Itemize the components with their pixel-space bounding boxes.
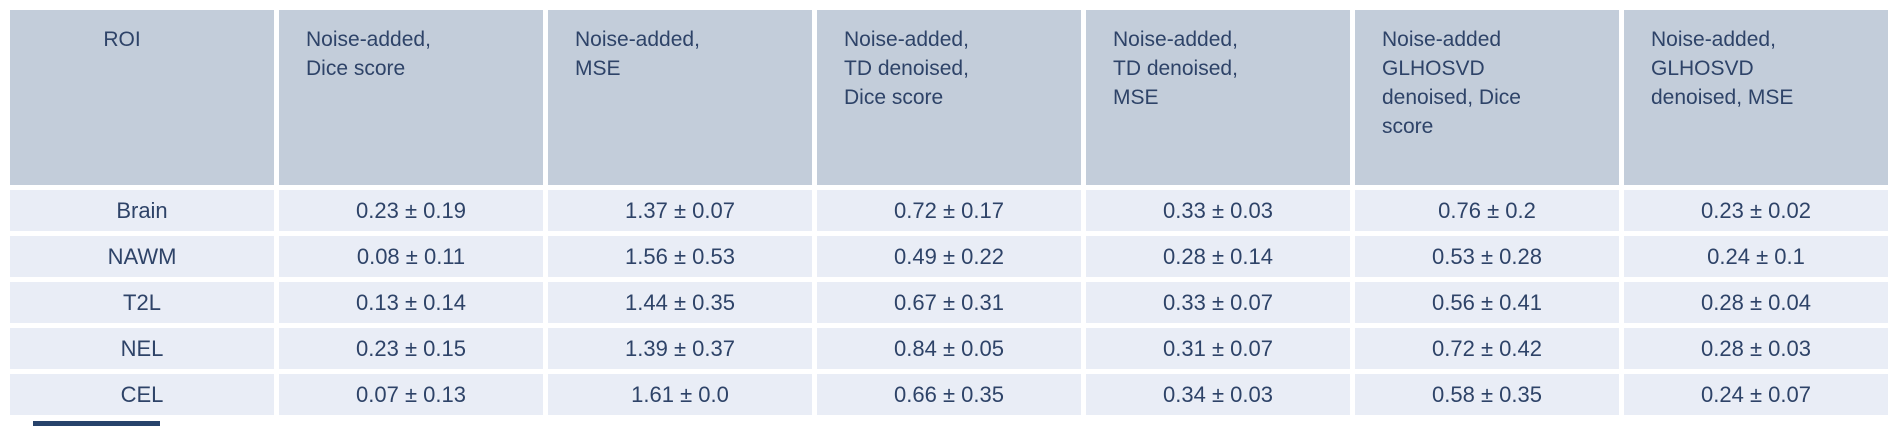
value-cell: 0.58 ± 0.35 — [1355, 374, 1619, 415]
value-cell: 0.49 ± 0.22 — [817, 236, 1081, 277]
value-cell: 1.39 ± 0.37 — [548, 328, 812, 369]
roi-cell: T2L — [10, 282, 274, 323]
column-header-td-denoised-mse: Noise-added, TD denoised, MSE — [1086, 10, 1350, 185]
column-header-noise-added-mse: Noise-added, MSE — [548, 10, 812, 185]
roi-cell: NAWM — [10, 236, 274, 277]
value-cell: 0.28 ± 0.14 — [1086, 236, 1350, 277]
value-cell: 1.61 ± 0.0 — [548, 374, 812, 415]
roi-cell: NEL — [10, 328, 274, 369]
value-cell: 0.84 ± 0.05 — [817, 328, 1081, 369]
value-cell: 0.66 ± 0.35 — [817, 374, 1081, 415]
value-cell: 0.28 ± 0.04 — [1624, 282, 1888, 323]
column-header-td-denoised-dice: Noise-added, TD denoised, Dice score — [817, 10, 1081, 185]
results-table: ROI Noise-added, Dice score Noise-added,… — [5, 5, 1893, 420]
value-cell: 0.56 ± 0.41 — [1355, 282, 1619, 323]
value-cell: 0.24 ± 0.1 — [1624, 236, 1888, 277]
column-header-glhosvd-denoised-dice: Noise-added GLHOSVD denoised, Dice score — [1355, 10, 1619, 185]
value-cell: 1.44 ± 0.35 — [548, 282, 812, 323]
value-cell: 0.72 ± 0.42 — [1355, 328, 1619, 369]
table-row: Brain 0.23 ± 0.19 1.37 ± 0.07 0.72 ± 0.1… — [10, 190, 1888, 231]
value-cell: 0.23 ± 0.15 — [279, 328, 543, 369]
header-row: ROI Noise-added, Dice score Noise-added,… — [10, 10, 1888, 185]
column-header-glhosvd-denoised-mse: Noise-added, GLHOSVD denoised, MSE — [1624, 10, 1888, 185]
results-table-body: Brain 0.23 ± 0.19 1.37 ± 0.07 0.72 ± 0.1… — [10, 190, 1888, 415]
value-cell: 0.34 ± 0.03 — [1086, 374, 1350, 415]
column-header-noise-added-dice: Noise-added, Dice score — [279, 10, 543, 185]
value-cell: 0.33 ± 0.07 — [1086, 282, 1350, 323]
value-cell: 1.37 ± 0.07 — [548, 190, 812, 231]
column-header-roi: ROI — [10, 10, 274, 185]
value-cell: 0.72 ± 0.17 — [817, 190, 1081, 231]
value-cell: 1.56 ± 0.53 — [548, 236, 812, 277]
table-row: CEL 0.07 ± 0.13 1.61 ± 0.0 0.66 ± 0.35 0… — [10, 374, 1888, 415]
table-row: NAWM 0.08 ± 0.11 1.56 ± 0.53 0.49 ± 0.22… — [10, 236, 1888, 277]
value-cell: 0.13 ± 0.14 — [279, 282, 543, 323]
results-table-header: ROI Noise-added, Dice score Noise-added,… — [10, 10, 1888, 185]
value-cell: 0.67 ± 0.31 — [817, 282, 1081, 323]
value-cell: 0.07 ± 0.13 — [279, 374, 543, 415]
table-row: NEL 0.23 ± 0.15 1.39 ± 0.37 0.84 ± 0.05 … — [10, 328, 1888, 369]
value-cell: 0.31 ± 0.07 — [1086, 328, 1350, 369]
value-cell: 0.76 ± 0.2 — [1355, 190, 1619, 231]
value-cell: 0.08 ± 0.11 — [279, 236, 543, 277]
value-cell: 0.23 ± 0.02 — [1624, 190, 1888, 231]
value-cell: 0.53 ± 0.28 — [1355, 236, 1619, 277]
value-cell: 0.33 ± 0.03 — [1086, 190, 1350, 231]
table-row: T2L 0.13 ± 0.14 1.44 ± 0.35 0.67 ± 0.31 … — [10, 282, 1888, 323]
value-cell: 0.23 ± 0.19 — [279, 190, 543, 231]
roi-cell: CEL — [10, 374, 274, 415]
value-cell: 0.28 ± 0.03 — [1624, 328, 1888, 369]
roi-cell: Brain — [10, 190, 274, 231]
value-cell: 0.24 ± 0.07 — [1624, 374, 1888, 415]
cropped-element-fragment — [33, 421, 160, 426]
